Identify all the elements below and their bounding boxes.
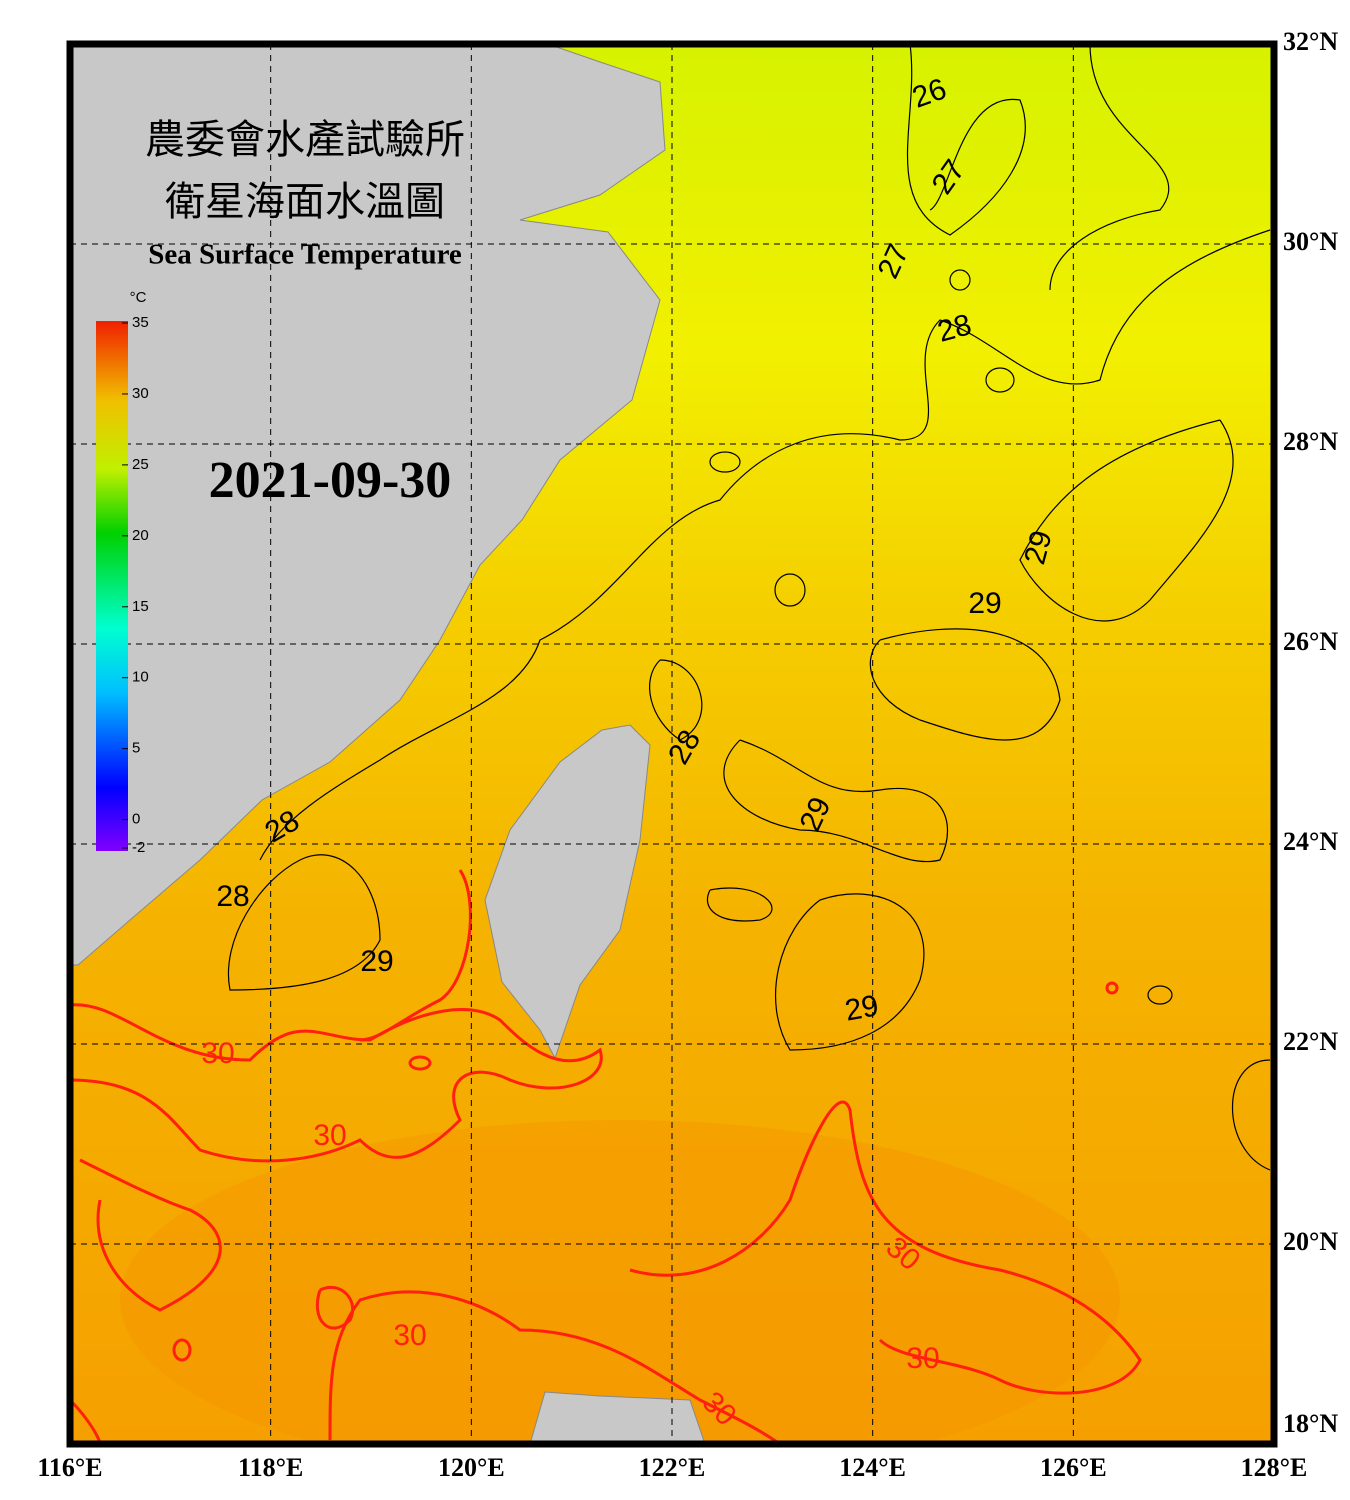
grid [70,44,1274,1444]
colorbar-tick-label: -2 [132,839,145,856]
colorbar-tick-label: 0 [132,811,140,828]
lat-label: 22°N [1283,1027,1338,1056]
lat-label: 32°N [1283,27,1338,56]
colorbar-tick-label: 10 [132,669,149,686]
colorbar-tick-label: 25 [132,456,149,473]
lat-label: 24°N [1283,827,1338,856]
lon-label: 126°E [1040,1453,1107,1482]
title-zh-2: 衛星海面水溫圖 [165,179,445,225]
colorbar-unit: °C [130,289,147,306]
lat-label: 30°N [1283,227,1338,256]
lat-label: 18°N [1283,1409,1338,1438]
lon-label: 120°E [438,1453,505,1482]
contour-label: 29 [360,945,393,978]
warm-area [120,1120,1120,1444]
map-frame [66,40,1278,1448]
lon-label: 128°E [1241,1453,1308,1482]
land-luzon [529,1391,706,1444]
contours-red [70,869,1142,1444]
colorbar [96,321,128,851]
lat-label: 28°N [1283,427,1338,456]
contour-label: 28 [216,880,249,913]
contour-label: 30 [906,1342,939,1375]
colorbar-ticks: 35 30 25 20 15 10 5 0 -2 [122,314,149,856]
colorbar-tick-label: 30 [132,385,149,402]
date: 2021-09-30 [209,452,452,509]
title-en: Sea Surface Temperature [148,239,462,271]
colorbar-tick-label: 35 [132,314,149,331]
land-china [70,44,666,966]
contour-label: 30 [201,1037,234,1070]
lon-label: 118°E [238,1453,303,1482]
lon-label: 122°E [639,1453,706,1482]
land-taiwan [484,724,651,1060]
lon-label: 124°E [839,1453,906,1482]
contour-label: 30 [393,1319,426,1352]
contour-label: 29 [968,587,1001,620]
contour-label: 29 [842,989,881,1027]
lat-label: 26°N [1283,627,1338,656]
contours-black [227,44,1271,1171]
contour-label: 30 [313,1119,346,1152]
lon-label: 116°E [37,1453,102,1482]
axis-labels: 116°E 118°E 120°E 122°E 124°E 126°E 128°E 32°N 3… [37,27,1338,1482]
lat-label: 20°N [1283,1227,1338,1256]
colorbar-tick-label: 20 [132,527,149,544]
title-zh-1: 農委會水產試驗所 [145,117,465,163]
colorbar-tick-label: 15 [132,598,149,615]
colorbar-tick-label: 5 [132,740,140,757]
